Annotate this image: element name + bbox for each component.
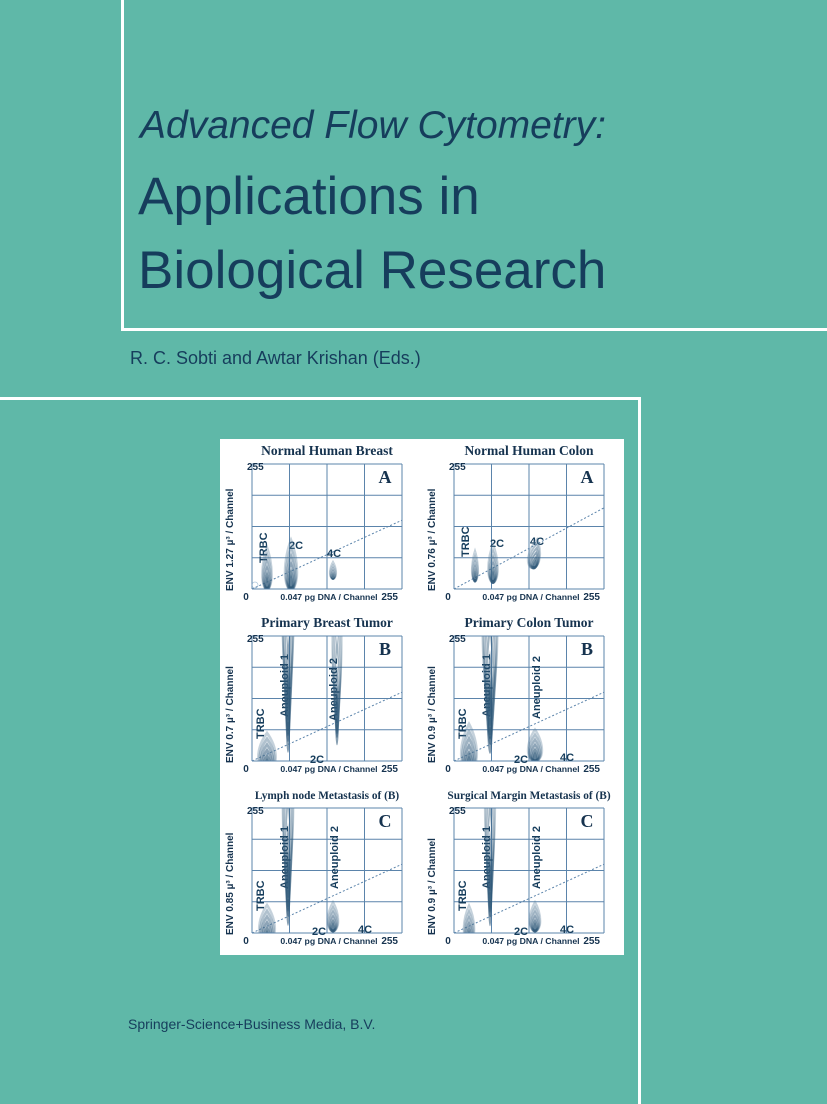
svg-text:ENV 0.76 µ³ / Channel: ENV 0.76 µ³ / Channel xyxy=(427,488,438,591)
svg-text:255: 255 xyxy=(381,936,398,947)
svg-text:Lymph node Metastasis of (B): Lymph node Metastasis of (B) xyxy=(255,790,400,802)
svg-text:255: 255 xyxy=(449,462,466,473)
svg-text:0.047 pg DNA / Channel: 0.047 pg DNA / Channel xyxy=(482,936,579,946)
svg-text:Aneuploid 2: Aneuploid 2 xyxy=(531,826,543,889)
svg-text:B: B xyxy=(379,639,391,659)
svg-text:ENV 0.9 µ³ / Channel: ENV 0.9 µ³ / Channel xyxy=(427,666,438,763)
svg-text:ENV 0.85 µ³ / Channel: ENV 0.85 µ³ / Channel xyxy=(225,832,236,935)
svg-text:0.047 pg DNA / Channel: 0.047 pg DNA / Channel xyxy=(280,592,377,602)
svg-text:2C: 2C xyxy=(514,926,528,938)
svg-text:Aneuploid 2: Aneuploid 2 xyxy=(329,826,341,889)
svg-text:0.047 pg DNA / Channel: 0.047 pg DNA / Channel xyxy=(280,764,377,774)
svg-text:4C: 4C xyxy=(560,752,574,764)
svg-text:2C: 2C xyxy=(514,754,528,766)
svg-text:255: 255 xyxy=(449,806,466,817)
svg-text:4C: 4C xyxy=(358,924,372,936)
svg-text:ENV 1.27 µ³ / Channel: ENV 1.27 µ³ / Channel xyxy=(225,488,236,591)
svg-text:TRBC: TRBC xyxy=(457,880,469,911)
svg-text:Normal Human Breast: Normal Human Breast xyxy=(261,443,393,458)
svg-text:255: 255 xyxy=(449,634,466,645)
svg-text:TRBC: TRBC xyxy=(460,526,472,557)
svg-text:Primary Breast Tumor: Primary Breast Tumor xyxy=(261,615,393,630)
svg-text:0: 0 xyxy=(243,592,249,603)
svg-text:4C: 4C xyxy=(560,924,574,936)
svg-text:255: 255 xyxy=(381,764,398,775)
svg-text:2C: 2C xyxy=(312,926,326,938)
svg-text:B: B xyxy=(581,639,593,659)
svg-text:C: C xyxy=(581,811,594,831)
svg-text:2C: 2C xyxy=(310,754,324,766)
svg-text:4C: 4C xyxy=(327,548,341,560)
svg-text:0: 0 xyxy=(445,764,451,775)
svg-text:0.047 pg DNA / Channel: 0.047 pg DNA / Channel xyxy=(280,936,377,946)
svg-text:0.047 pg DNA / Channel: 0.047 pg DNA / Channel xyxy=(482,592,579,602)
svg-text:255: 255 xyxy=(247,462,264,473)
svg-text:255: 255 xyxy=(247,806,264,817)
svg-text:0.047 pg DNA / Channel: 0.047 pg DNA / Channel xyxy=(482,764,579,774)
svg-text:0: 0 xyxy=(445,592,451,603)
svg-text:255: 255 xyxy=(381,592,398,603)
svg-text:ENV 0.7 µ³ / Channel: ENV 0.7 µ³ / Channel xyxy=(225,666,236,763)
svg-text:A: A xyxy=(379,467,392,487)
svg-text:Surgical Margin Metastasis of: Surgical Margin Metastasis of (B) xyxy=(447,790,610,802)
svg-text:0: 0 xyxy=(243,936,249,947)
svg-text:Aneuploid 2: Aneuploid 2 xyxy=(531,656,543,719)
svg-text:Primary Colon Tumor: Primary Colon Tumor xyxy=(464,615,593,630)
svg-text:Normal Human Colon: Normal Human Colon xyxy=(464,443,594,458)
svg-text:255: 255 xyxy=(583,936,600,947)
svg-text:A: A xyxy=(581,467,594,487)
svg-text:255: 255 xyxy=(583,764,600,775)
svg-text:255: 255 xyxy=(583,592,600,603)
svg-text:0: 0 xyxy=(445,936,451,947)
svg-text:C: C xyxy=(379,811,392,831)
svg-text:ENV 0.9 µ³ / Channel: ENV 0.9 µ³ / Channel xyxy=(427,838,438,935)
svg-text:255: 255 xyxy=(247,634,264,645)
svg-text:0: 0 xyxy=(243,764,249,775)
